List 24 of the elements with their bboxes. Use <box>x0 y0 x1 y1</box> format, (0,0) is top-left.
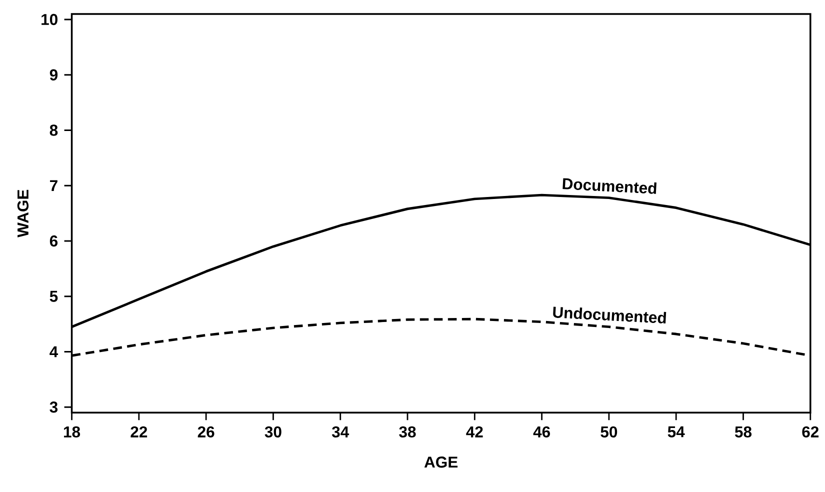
series-label: Undocumented <box>553 306 666 324</box>
x-tick-label: 54 <box>668 426 685 438</box>
x-tick-label: 58 <box>734 426 752 438</box>
x-tick-label: 18 <box>64 426 80 438</box>
x-tick-label: 42 <box>466 426 483 438</box>
x-tick-label: 22 <box>130 426 148 438</box>
y-tick-label: 3 <box>50 401 58 413</box>
y-axis-title: WAGE <box>17 190 29 238</box>
x-tick-label: 26 <box>198 426 214 438</box>
x-tick-label: 46 <box>533 426 550 438</box>
x-tick-label: 30 <box>264 426 282 438</box>
x-tick-label: 34 <box>332 426 350 438</box>
y-tick-label: 7 <box>50 180 58 191</box>
x-axis-title: AGE <box>424 456 458 468</box>
y-tick-label: 10 <box>42 14 58 25</box>
y-tick-label: 5 <box>50 290 58 302</box>
x-tick-label: 62 <box>802 426 819 438</box>
x-tick-label: 38 <box>399 426 416 438</box>
y-tick-label: 6 <box>50 235 58 246</box>
series-label: Documented <box>562 178 656 194</box>
y-tick-label: 4 <box>50 346 58 357</box>
y-tick-label: 8 <box>50 124 58 136</box>
x-tick-label: 50 <box>600 426 618 438</box>
y-tick-label: 9 <box>50 69 58 80</box>
